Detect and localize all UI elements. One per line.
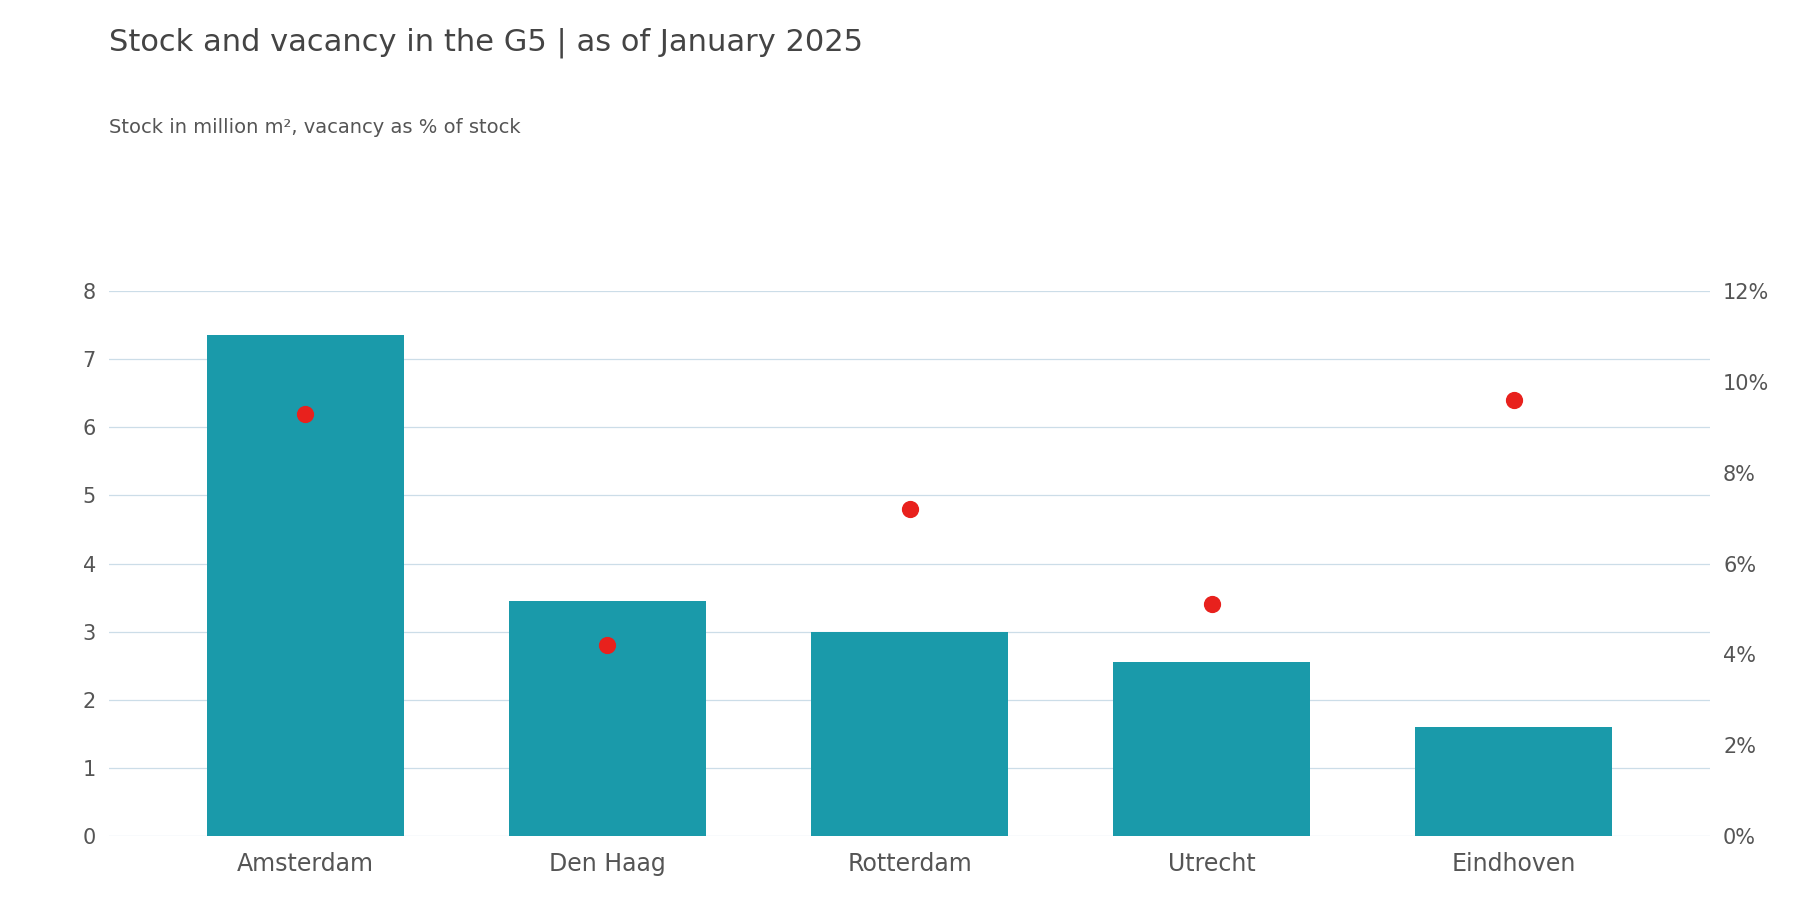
- Text: Stock in million m², vacancy as % of stock: Stock in million m², vacancy as % of sto…: [109, 118, 520, 137]
- Point: [1499, 393, 1528, 407]
- Point: [1197, 597, 1226, 612]
- Bar: [1415, 727, 1612, 836]
- Text: Stock and vacancy in the G5 | as of January 2025: Stock and vacancy in the G5 | as of Janu…: [109, 27, 864, 58]
- Point: [291, 406, 320, 421]
- Point: [593, 638, 622, 653]
- Point: [895, 502, 924, 516]
- Bar: [207, 335, 404, 836]
- Bar: [811, 632, 1008, 836]
- Bar: [509, 601, 706, 836]
- Bar: [1113, 663, 1310, 836]
